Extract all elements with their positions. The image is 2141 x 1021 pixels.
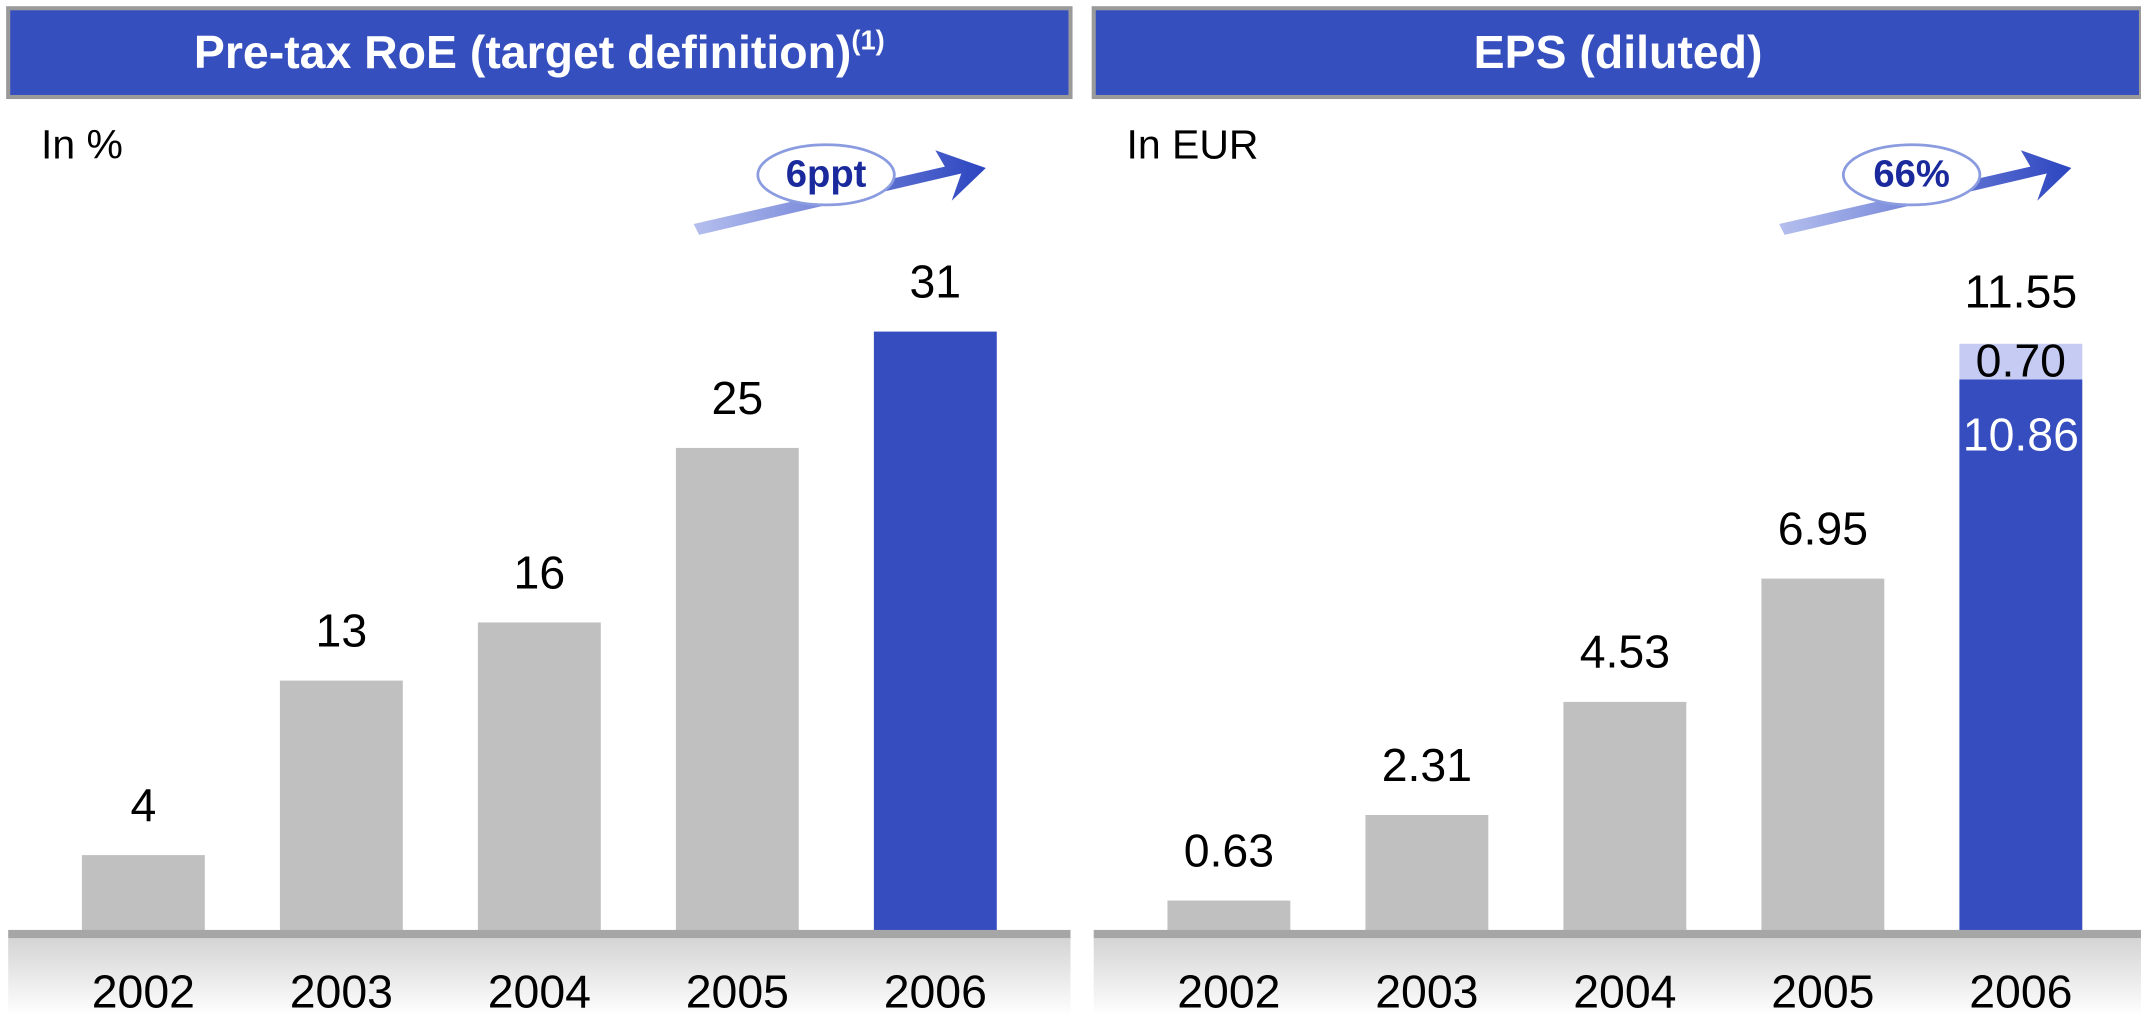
bar	[1563, 701, 1687, 933]
x-tick-label: 2002	[1177, 966, 1280, 1016]
value-label: 25	[712, 372, 764, 424]
floor	[8, 938, 1071, 1016]
x-tick-label: 2006	[1969, 966, 2072, 1016]
unit-label: In %	[41, 121, 123, 167]
annotation-bubble	[1841, 143, 1982, 207]
total-label: 11.55	[1964, 265, 2077, 317]
bar	[873, 331, 997, 933]
unit-label: In EUR	[1126, 121, 1258, 167]
title-superscript: (1)	[851, 25, 884, 56]
bar	[1167, 900, 1291, 933]
value-label: 0.63	[1184, 824, 1274, 876]
floor	[1093, 938, 2141, 1016]
x-tick-label: 2005	[1771, 966, 1874, 1016]
x-tick-label: 2004	[488, 966, 591, 1016]
baseline	[8, 929, 1071, 939]
value-label: 0.70	[1976, 335, 2066, 387]
panel-header	[6, 6, 1073, 100]
value-label: 16	[514, 546, 566, 598]
bar	[81, 855, 205, 933]
title-text: EPS (diluted)	[1474, 26, 1763, 78]
x-tick-label: 2004	[1573, 966, 1676, 1016]
panel-title: EPS (diluted)	[1474, 26, 1763, 78]
value-label: 4	[130, 779, 156, 831]
bar	[477, 622, 601, 933]
annotation: 66%	[1873, 152, 1950, 195]
title-text: Pre-tax RoE (target definition)	[194, 26, 851, 78]
value-label: 6.95	[1778, 502, 1868, 554]
annotation-bubble	[756, 143, 896, 207]
baseline	[1093, 929, 2141, 939]
panel-title: Pre-tax RoE (target definition)(1)	[194, 25, 885, 79]
x-tick-label: 2005	[686, 966, 789, 1016]
bar	[1959, 343, 2083, 380]
panel-header	[1091, 6, 2141, 100]
value-label: 4.53	[1580, 626, 1670, 678]
bar	[279, 680, 403, 933]
value-label: 2.31	[1382, 739, 1472, 791]
annotation: 6ppt	[786, 152, 867, 195]
value-label: 13	[316, 604, 368, 656]
x-tick-label: 2002	[92, 966, 195, 1016]
bar	[675, 447, 799, 933]
bar	[1365, 814, 1489, 933]
x-tick-label: 2003	[1375, 966, 1478, 1016]
x-tick-label: 2006	[884, 966, 987, 1016]
bar	[1761, 578, 1885, 933]
value-label: 31	[910, 255, 962, 307]
value-label: 10.86	[1963, 408, 2079, 460]
x-tick-label: 2003	[290, 966, 393, 1016]
bar	[1959, 379, 2083, 933]
